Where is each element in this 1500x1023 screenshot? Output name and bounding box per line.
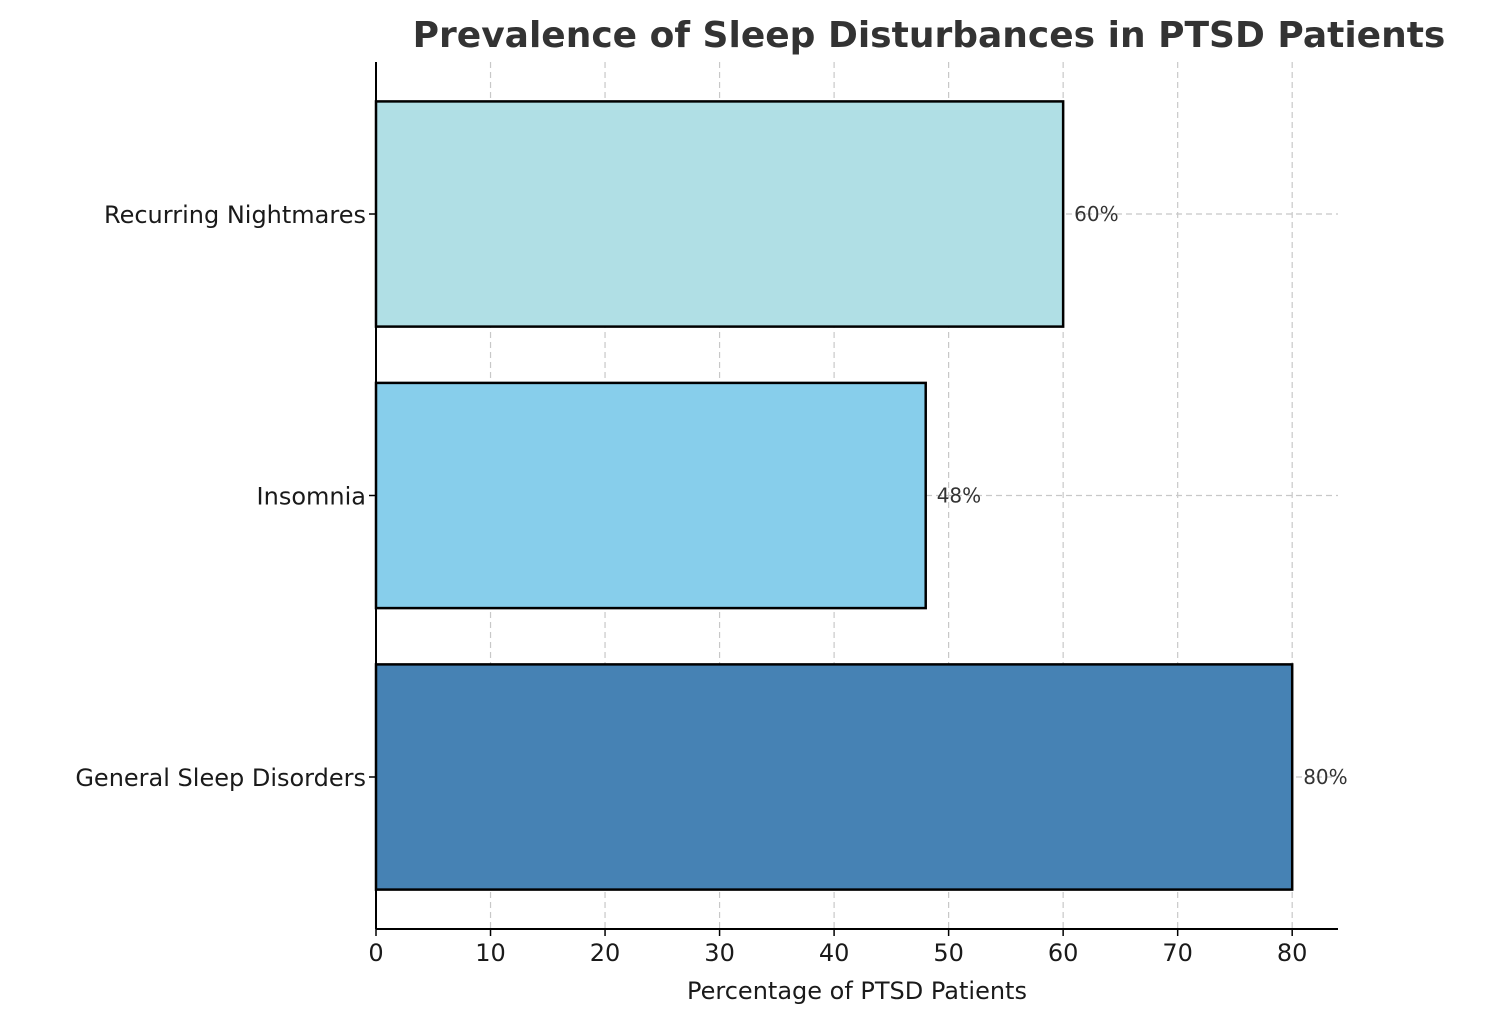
x-tick-label: 30 bbox=[704, 939, 735, 967]
x-tick-label: 70 bbox=[1162, 939, 1193, 967]
x-axis-label: Percentage of PTSD Patients bbox=[687, 977, 1027, 1005]
x-tick-label: 10 bbox=[475, 939, 506, 967]
x-tick-label: 80 bbox=[1277, 939, 1308, 967]
y-tick-label: Recurring Nightmares bbox=[104, 201, 366, 229]
data-label: 80% bbox=[1303, 765, 1347, 789]
bar bbox=[374, 381, 927, 610]
y-axis-ticks: General Sleep Disorders Insomnia Recurring… bbox=[75, 201, 376, 792]
data-label: 60% bbox=[1074, 202, 1118, 226]
x-tick-label: 0 bbox=[368, 939, 383, 967]
bar bbox=[374, 100, 1065, 328]
data-labels: 80% 48% 60% bbox=[937, 202, 1348, 789]
data-label: 48% bbox=[937, 484, 981, 508]
y-tick-label: General Sleep Disorders bbox=[75, 764, 366, 792]
bar bbox=[374, 663, 1294, 891]
x-axis-ticks: 0 10 20 30 40 50 60 70 80 bbox=[368, 929, 1307, 967]
x-tick-label: 60 bbox=[1048, 939, 1079, 967]
bars bbox=[374, 100, 1294, 891]
x-tick-label: 40 bbox=[819, 939, 850, 967]
x-tick-label: 50 bbox=[933, 939, 964, 967]
y-tick-label: Insomnia bbox=[257, 483, 366, 511]
x-tick-label: 20 bbox=[590, 939, 621, 967]
chart-title: Prevalence of Sleep Disturbances in PTSD… bbox=[413, 15, 1446, 56]
